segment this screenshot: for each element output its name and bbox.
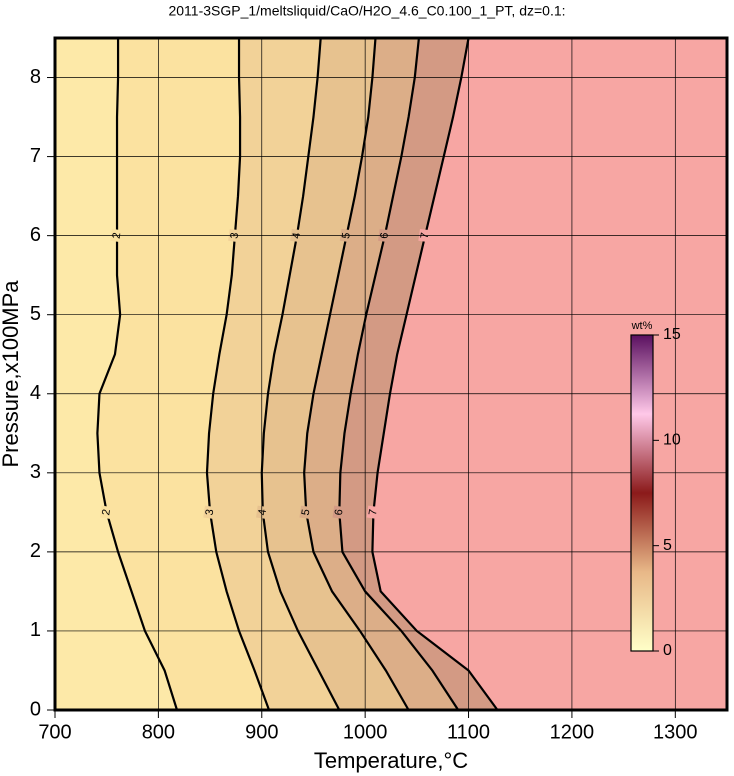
plot-frame [53,36,729,712]
y-tick-label: 3 [30,461,41,483]
colorbar-tick-label: 15 [663,326,681,343]
colorbar-label: wt% [631,320,653,332]
colorbar-tick-label: 5 [663,537,672,554]
x-tick-label: 1000 [343,721,388,743]
contour-label-group: 6 [332,505,347,520]
x-tick-label: 700 [38,721,71,743]
contour-label-bg [332,505,347,520]
contour-label-group: 4 [256,505,270,520]
contour-line [371,37,499,711]
y-tick-label: 8 [30,66,41,88]
x-tick-label: 1200 [550,721,595,743]
contour-line [303,37,410,711]
contour-label: 4 [256,508,269,516]
contour-line [260,37,341,711]
contour-label: 5 [300,508,313,516]
y-tick-label: 6 [30,224,41,246]
x-tick-label: 1300 [653,721,698,743]
y-tick-label: 2 [30,540,41,562]
contour-line [96,38,179,711]
chart-title: 2011-3SGP_1/meltsliquid/CaO/H2O_4.6_C0.1… [168,3,565,19]
contour-label-bg [99,505,114,520]
x-tick-label: 900 [245,721,278,743]
y-tick-label: 1 [30,619,41,641]
colorbar-tick-label: 0 [663,642,672,659]
contour-label-group: 2 [99,505,114,520]
contour-label-bg [299,505,314,520]
contour-label: 7 [367,508,380,516]
y-tick-label: 7 [30,145,41,167]
contour-label: 3 [204,508,217,516]
contour-label: 2 [100,508,113,516]
y-tick-label: 5 [30,303,41,325]
y-axis-label: Pressure,x100MPa [0,280,23,468]
colorbar-tick-label: 10 [663,432,681,449]
contour-label-group: 7 [366,505,381,520]
x-axis-label: Temperature,°C [314,748,468,773]
x-tick-label: 1100 [447,721,490,743]
y-tick-label: 4 [30,382,41,404]
y-tick-label: 0 [30,698,41,720]
contour-label-bg [256,505,270,520]
contour-label-bg [203,505,217,520]
contour-label-group: 3 [203,505,217,520]
contour-line [338,37,460,711]
contour-line [205,38,271,711]
x-tick-label: 800 [142,721,175,743]
colorbar [630,334,654,652]
contour-label-group: 5 [299,505,314,520]
contour-label-bg [366,505,381,520]
contour-label: 6 [333,508,346,516]
